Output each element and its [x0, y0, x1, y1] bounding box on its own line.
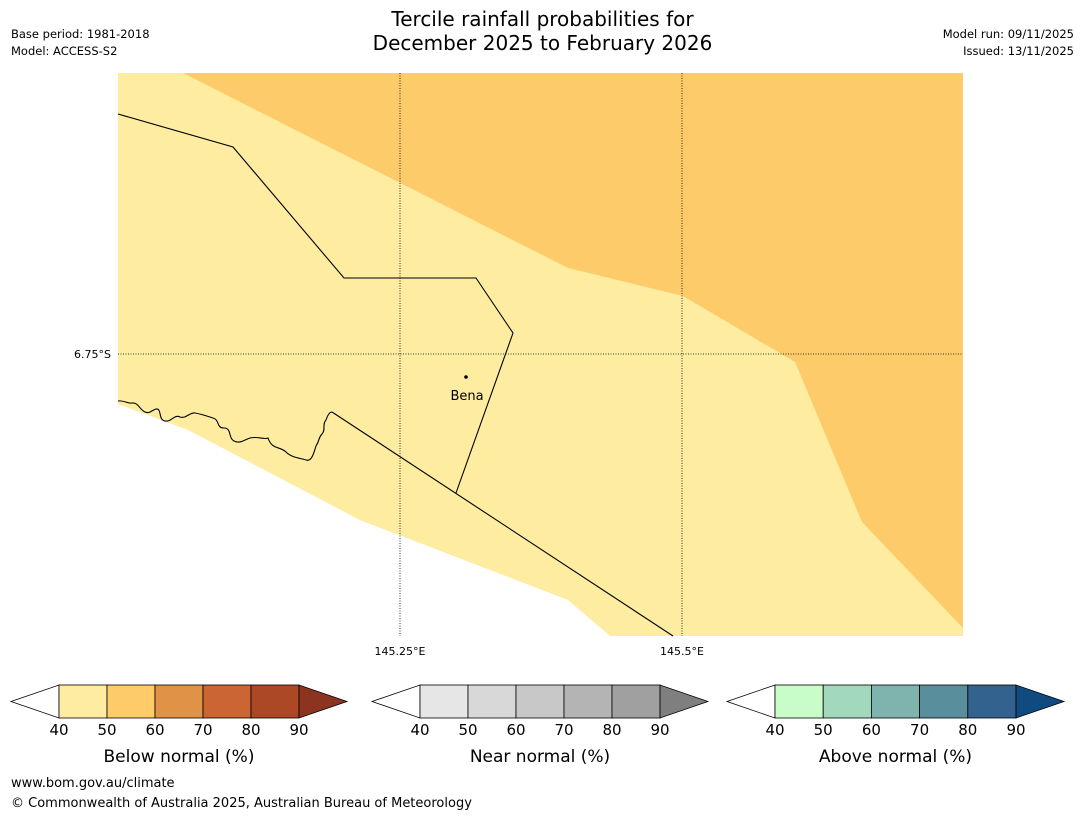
- near-colorbar-segment: [611, 684, 661, 719]
- below-colorbar-over: [298, 684, 349, 719]
- above-colorbar-tick-label: 60: [862, 721, 881, 739]
- below-colorbar-tick-label: 90: [289, 721, 308, 739]
- near-colorbar-segment: [515, 684, 565, 719]
- below-colorbar-segment: [58, 684, 108, 719]
- chart-title: Tercile rainfall probabilities for Decem…: [0, 7, 1085, 55]
- near-colorbar-under: [370, 684, 421, 719]
- above-colorbar-segment: [919, 684, 969, 719]
- issued-date: Issued: 13/11/2025: [963, 44, 1074, 58]
- meta-left: Base period: 1981-2018 Model: ACCESS-S2: [11, 26, 150, 60]
- above-colorbar-tick-label: 50: [814, 721, 833, 739]
- near-colorbar-segment: [467, 684, 517, 719]
- above-colorbar-caption: Above normal (%): [819, 747, 972, 767]
- region-no-data: [118, 404, 610, 636]
- boundary-line-south: [331, 411, 674, 637]
- near-colorbar-tick-label: 40: [410, 721, 429, 739]
- near-colorbar-tick-label: 90: [650, 721, 669, 739]
- below-colorbar-under: [9, 684, 60, 719]
- above-colorbar-segment: [774, 684, 824, 719]
- above-colorbar-tick-label: 40: [765, 721, 784, 739]
- town-marker: [464, 375, 468, 379]
- near-colorbar-caption: Near normal (%): [470, 747, 610, 767]
- footer-copyright: © Commonwealth of Australia 2025, Austra…: [11, 796, 472, 811]
- title-line-1: Tercile rainfall probabilities for: [391, 7, 694, 31]
- below-colorbar-segment: [106, 684, 156, 719]
- near-colorbar-tick-label: 60: [506, 721, 525, 739]
- town-label: Bena: [450, 389, 483, 404]
- below-colorbar-tick-label: 70: [193, 721, 212, 739]
- below-colorbar-segment: [154, 684, 204, 719]
- below-colorbar-tick-label: 50: [97, 721, 116, 739]
- meta-right: Model run: 09/11/2025 Issued: 13/11/2025: [943, 26, 1074, 60]
- lon-label-2: 145.5°E: [660, 645, 704, 658]
- near-colorbar-tick-label: 70: [554, 721, 573, 739]
- above-colorbar-under: [725, 684, 776, 719]
- above-colorbar-tick-label: 90: [1006, 721, 1025, 739]
- above-colorbar-segment: [822, 684, 872, 719]
- below-colorbar-segment: [250, 684, 300, 719]
- coastline: [117, 400, 333, 461]
- near-colorbar-segment: [563, 684, 613, 719]
- below-colorbar-tick-label: 80: [241, 721, 260, 739]
- near-colorbar-tick-label: 80: [602, 721, 621, 739]
- above-colorbar-segment: [871, 684, 921, 719]
- footer-url[interactable]: www.bom.gov.au/climate: [11, 776, 175, 791]
- base-period: Base period: 1981-2018: [11, 27, 150, 41]
- model-name: Model: ACCESS-S2: [11, 44, 118, 58]
- above-colorbar-segment: [967, 684, 1017, 719]
- above-colorbar-tick-label: 70: [910, 721, 929, 739]
- model-run: Model run: 09/11/2025: [942, 27, 1074, 41]
- near-colorbar-segment: [419, 684, 469, 719]
- region-below-50-60: [183, 73, 963, 628]
- above-colorbar-over: [1015, 684, 1066, 719]
- above-colorbar-tick-label: 80: [958, 721, 977, 739]
- title-line-2: December 2025 to February 2026: [372, 31, 713, 55]
- boundary-line-north: [117, 113, 514, 494]
- near-colorbar-over: [659, 684, 710, 719]
- below-colorbar-tick-label: 60: [145, 721, 164, 739]
- map-panel: Bena: [117, 73, 963, 637]
- colorbar-legends: 40 50 60 70 80 90 Below normal (%) 40 50 60 70 80 90…: [9, 684, 1066, 767]
- below-colorbar-segment: [202, 684, 252, 719]
- below-colorbar-tick-label: 40: [49, 721, 68, 739]
- near-colorbar-tick-label: 50: [458, 721, 477, 739]
- lat-label: 6.75°S: [74, 348, 111, 361]
- footer: www.bom.gov.au/climate © Commonwealth of…: [11, 774, 472, 814]
- lon-label-1: 145.25°E: [375, 645, 426, 658]
- below-colorbar-caption: Below normal (%): [104, 747, 255, 767]
